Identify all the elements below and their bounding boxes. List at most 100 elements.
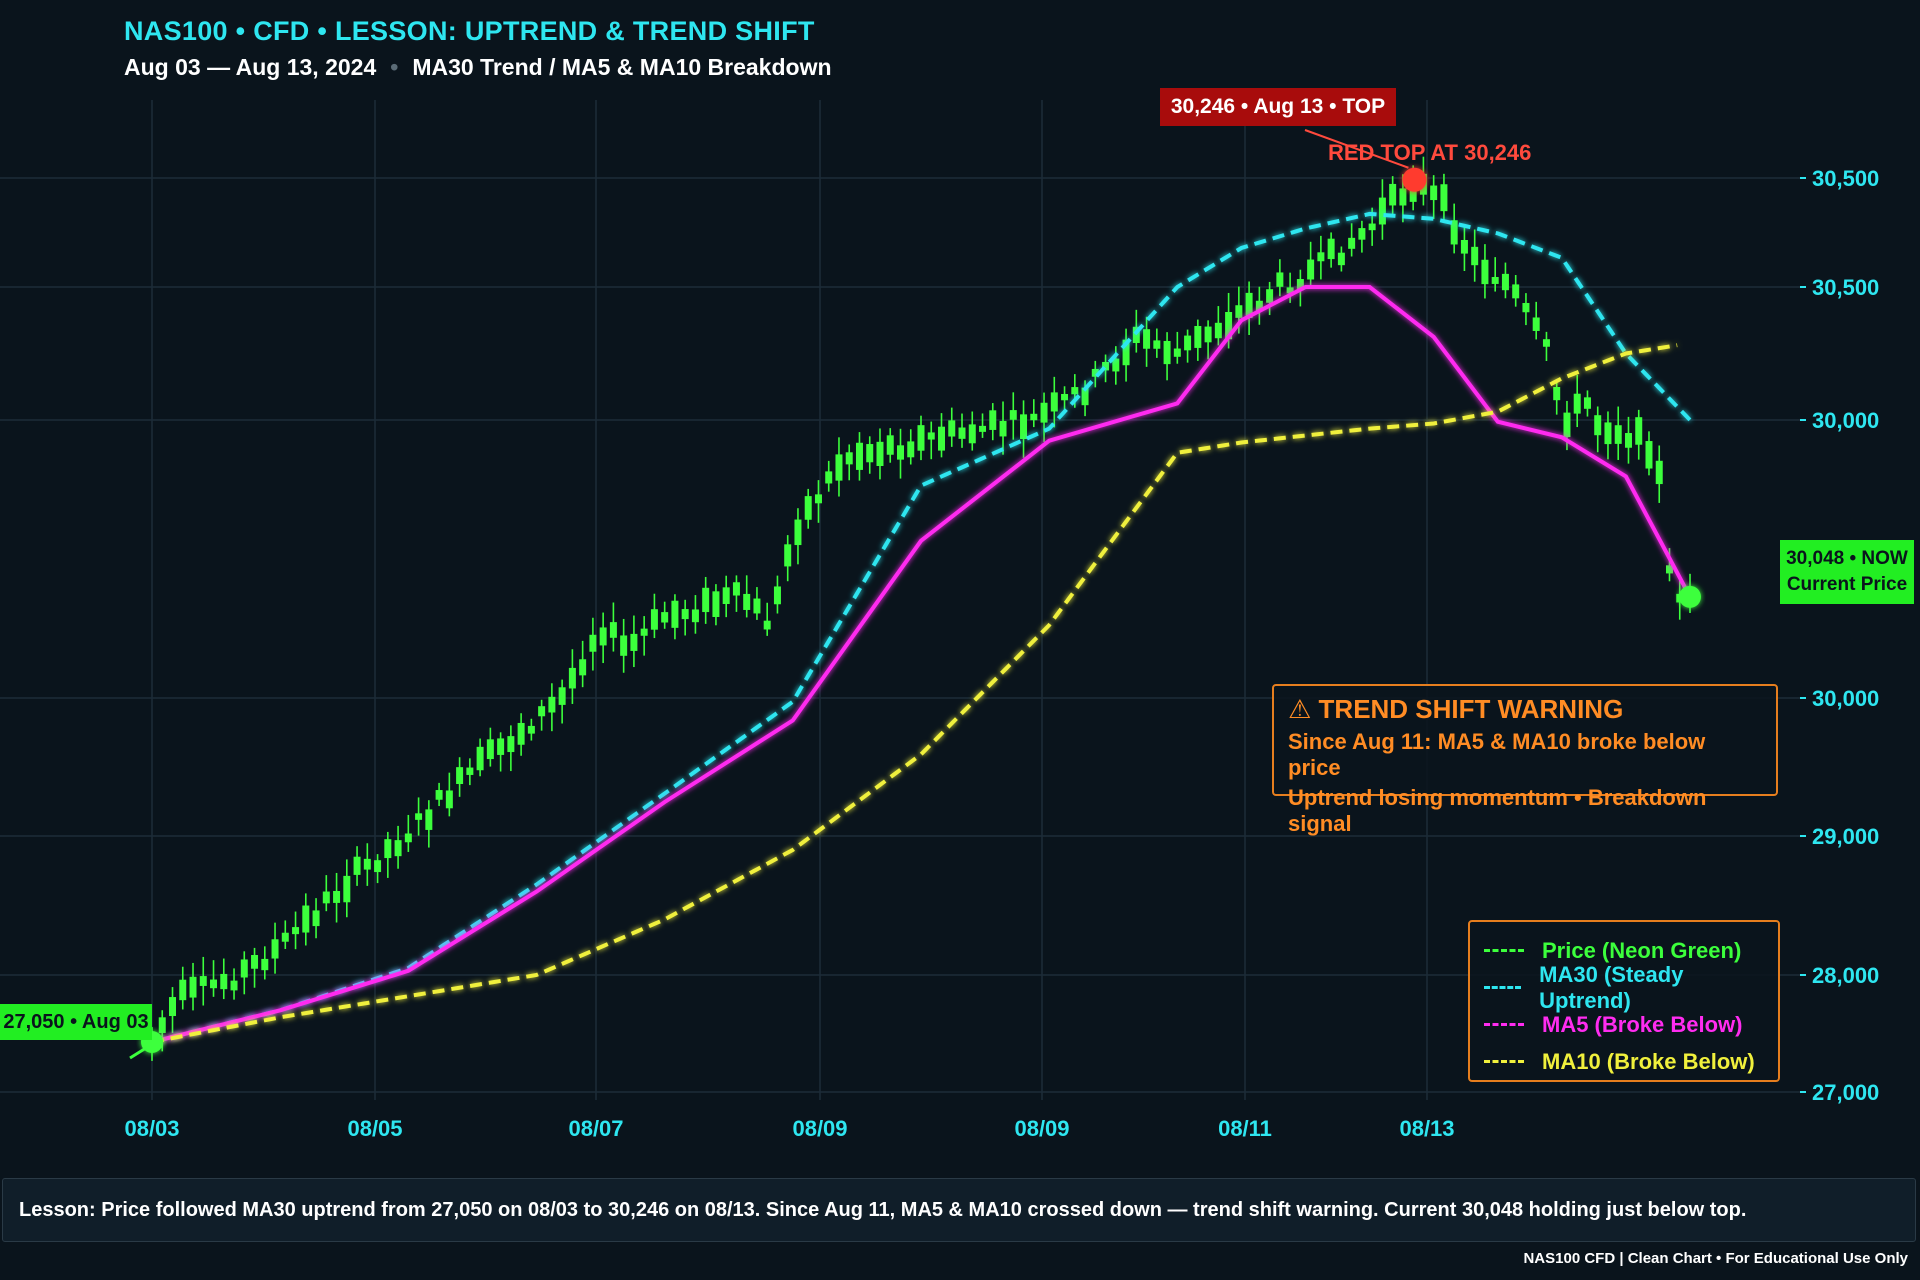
candle-body [169,997,177,1017]
date-range: Aug 03 — Aug 13, 2024 [124,54,377,80]
candle-body [1645,441,1653,469]
candle-body [1173,348,1181,357]
top-arrow [1304,129,1409,169]
candle-body [1348,237,1356,249]
candle-body [538,706,546,717]
candle-body [1102,361,1110,371]
candle-body [907,441,915,458]
top-note: RED TOP AT 30,246 [1328,140,1532,165]
candle-body [1091,368,1099,377]
candle-body [394,840,402,857]
candle-body [1112,358,1120,372]
candle-body [1553,386,1561,401]
candle-body [374,860,382,873]
candle-body [979,425,987,432]
candle-body [855,442,863,470]
current-price-label: Current Price [1786,574,1908,595]
candle-body [804,496,812,520]
candle-body [363,858,371,870]
candle-body [1040,402,1048,423]
candle-body [1235,305,1243,318]
candle-body [599,627,607,646]
candle-body [435,790,443,800]
chart-axes: 08/03 08/05 08/07 08/09 08/09 08/11 08/13 30,50… [124,166,1879,1141]
legend-item-ma5: MA5 (Broke Below) [1484,1006,1764,1043]
candle-body [404,833,412,843]
x-tick-label: 08/11 [1218,1116,1272,1141]
candle-body [1542,339,1550,347]
candle-body [1020,414,1028,440]
candle-body [1255,300,1263,311]
candle-body [866,444,874,463]
now-point [1679,585,1701,608]
candle-body [1501,273,1509,291]
candle-body [1378,197,1386,225]
candle-body [210,979,218,989]
chart-legend: Price (Neon Green) MA30 (Steady Uptrend)… [1468,920,1780,1082]
candle-body [271,939,279,959]
candle-body [958,427,966,439]
chart-title: NAS100 • CFD • LESSON: UPTREND & TREND S… [124,16,815,46]
subtitle-separator: • [390,54,399,80]
legend-label-ma10: MA10 (Broke Below) [1542,1048,1755,1074]
candle-body [343,875,351,903]
candle-body [1225,312,1233,340]
candle-body [814,494,822,504]
candle-body [691,609,699,623]
candle-body [240,959,248,978]
candle-body [620,635,628,656]
candle-body [1266,289,1274,303]
candle-body [466,767,474,775]
candle-body [568,667,576,689]
candle-body [794,519,802,546]
candle-body [763,620,771,630]
candle-body [609,622,617,638]
candle-body [302,905,310,933]
candle-body [1389,183,1397,206]
candle-body [1563,412,1571,438]
candle-body [1614,425,1622,444]
x-tick-label: 08/09 [792,1116,847,1141]
candle-body [681,609,689,620]
legend-swatch-price [1484,949,1524,952]
candle-body [671,600,679,628]
candle-body [1471,246,1479,266]
candle-body [1368,223,1376,231]
chart-grid [0,100,1800,1100]
candle-body [558,687,566,705]
chart-markers [129,129,1701,1060]
candle-body [1204,326,1212,343]
candle-body [896,445,904,460]
legend-label-ma30: MA30 (Steady Uptrend) [1539,961,1684,1013]
y-tick-label: 27,000 [1812,1080,1879,1105]
candle-body [743,593,751,610]
footer-note: NAS100 CFD | Clean Chart • For Education… [1523,1250,1908,1267]
candle-body [702,587,710,613]
candle-body [732,582,740,596]
candle-body [948,420,956,437]
candle-body [1317,252,1325,262]
candle-body [1214,322,1222,339]
legend-label-price: Price (Neon Green) [1542,937,1742,963]
candle-body [476,746,484,771]
y-tick-label: 30,000 [1812,408,1879,433]
series-line-ma10 [151,343,1678,1044]
warning-line-2: Uptrend losing momentum • Breakdown sign… [1288,785,1707,836]
candle-body [1532,317,1540,331]
top-point [1402,167,1427,192]
candle-body [650,609,658,630]
candle-body [886,435,894,455]
candle-body [927,432,935,440]
candle-body [1665,565,1673,574]
top-price-tag: 30,246 • Aug 13 • TOP [1160,88,1396,126]
candle-body [753,598,761,614]
candle-body [486,739,494,760]
subtitle-text: MA30 Trend / MA5 & MA10 Breakdown [412,54,832,80]
candle-body [220,973,228,990]
candle-body [773,586,781,605]
candle-body [1522,302,1530,313]
series-line-ma5 [151,285,1692,1044]
candle-body [1481,259,1489,285]
candle-body [189,976,197,998]
